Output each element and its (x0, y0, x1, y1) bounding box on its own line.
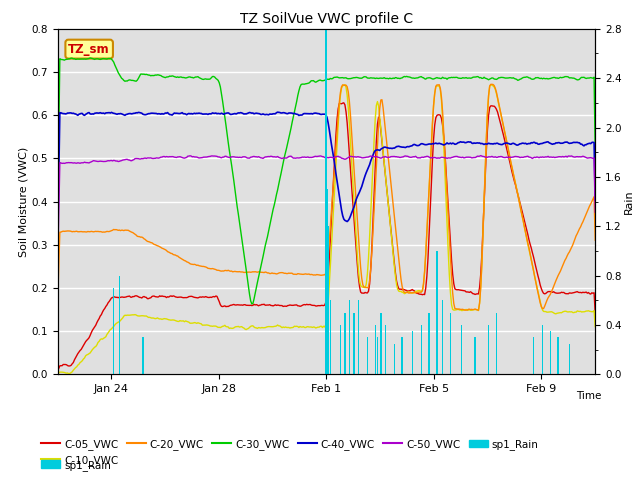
Bar (542, 325, 543, 374)
Bar (349, 300, 350, 374)
Bar (325, 29, 326, 374)
Bar (557, 337, 559, 374)
Bar (461, 325, 462, 374)
Bar (326, 189, 328, 374)
Bar (412, 331, 413, 374)
Bar (385, 325, 386, 374)
Bar (142, 337, 143, 374)
Text: Time: Time (576, 391, 602, 401)
Bar (428, 312, 430, 374)
Bar (436, 251, 438, 374)
Bar (358, 300, 359, 374)
Bar (488, 325, 489, 374)
Bar (340, 325, 341, 374)
Bar (330, 300, 331, 374)
Bar (113, 288, 115, 374)
Bar (367, 337, 368, 374)
Bar (118, 276, 120, 374)
Legend: C-05_VWC, C-10_VWC, C-20_VWC, C-30_VWC, C-40_VWC, C-50_VWC, sp1_Rain: C-05_VWC, C-10_VWC, C-20_VWC, C-30_VWC, … (37, 434, 543, 470)
Bar (569, 344, 570, 374)
Y-axis label: Rain: Rain (625, 189, 634, 214)
Bar (394, 344, 395, 374)
Bar (377, 337, 378, 374)
Bar (401, 337, 403, 374)
Bar (532, 337, 534, 374)
Bar (550, 331, 551, 374)
Legend: sp1_Rain: sp1_Rain (37, 456, 115, 475)
Bar (353, 312, 355, 374)
Bar (420, 325, 422, 374)
Bar (344, 312, 346, 374)
Y-axis label: Soil Moisture (VWC): Soil Moisture (VWC) (19, 146, 29, 257)
Text: TZ_sm: TZ_sm (68, 43, 110, 56)
Bar (374, 325, 376, 374)
Bar (450, 312, 451, 374)
Bar (442, 300, 444, 374)
Title: TZ SoilVue VWC profile C: TZ SoilVue VWC profile C (240, 12, 413, 26)
Bar (474, 337, 476, 374)
Bar (380, 312, 381, 374)
Bar (328, 226, 329, 374)
Bar (496, 312, 497, 374)
